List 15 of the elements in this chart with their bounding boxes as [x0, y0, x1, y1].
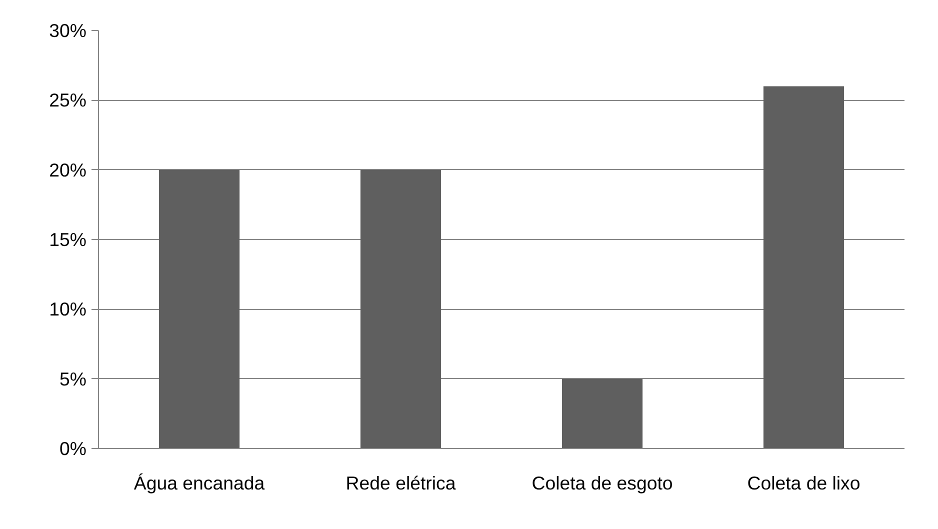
x-tick-label: Água encanada	[134, 472, 266, 494]
y-tick-label: 5%	[60, 368, 87, 390]
x-tick-label: Coleta de esgoto	[532, 472, 673, 494]
y-tick-label: 10%	[49, 298, 87, 320]
y-tick-label: 15%	[49, 229, 87, 250]
y-tick-label: 0%	[60, 438, 87, 459]
bar	[562, 378, 643, 448]
y-tick-label: 30%	[49, 20, 87, 41]
y-tick-label: 20%	[49, 159, 87, 180]
y-tick-label: 25%	[49, 90, 87, 111]
bar	[158, 170, 240, 448]
bar	[360, 170, 442, 448]
bar	[763, 86, 844, 448]
x-tick-label: Rede elétrica	[346, 472, 456, 494]
x-tick-label: Coleta de lixo	[747, 472, 860, 494]
